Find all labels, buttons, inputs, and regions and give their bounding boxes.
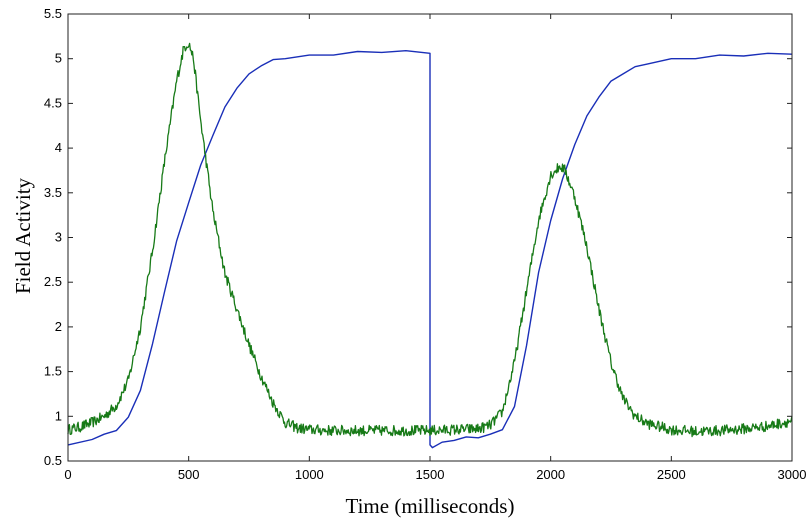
y-axis-title: Field Activity [11,177,35,294]
y-tick-label: 3.5 [44,185,62,200]
y-tick-label: 5 [55,51,62,66]
x-tick-label: 3000 [778,467,807,482]
y-axis: 0.5 1 1.5 2 2.5 3 3.5 4 4.5 5 5.5 [44,6,792,468]
x-tick-label: 0 [64,467,71,482]
y-tick-label: 2 [55,319,62,334]
x-tick-label: 2000 [536,467,565,482]
y-tick-label: 2.5 [44,274,62,289]
y-tick-label: 3 [55,230,62,245]
y-tick-label: 4 [55,140,62,155]
y-tick-label: 4.5 [44,95,62,110]
series-layer [67,42,793,449]
series-line-1 [67,50,793,449]
x-tick-label: 1500 [416,467,445,482]
y-tick-label: 1 [55,408,62,423]
y-tick-label: 1.5 [44,364,62,379]
x-tick-label: 2500 [657,467,686,482]
y-tick-label: 0.5 [44,453,62,468]
series-line-2 [67,42,793,438]
x-axis: 0 500 1000 1500 2000 2500 3000 [64,14,806,482]
x-axis-title: Time (milliseconds) [346,494,515,518]
x-tick-label: 1000 [295,467,324,482]
y-tick-label: 5.5 [44,6,62,21]
x-tick-label: 500 [178,467,200,482]
